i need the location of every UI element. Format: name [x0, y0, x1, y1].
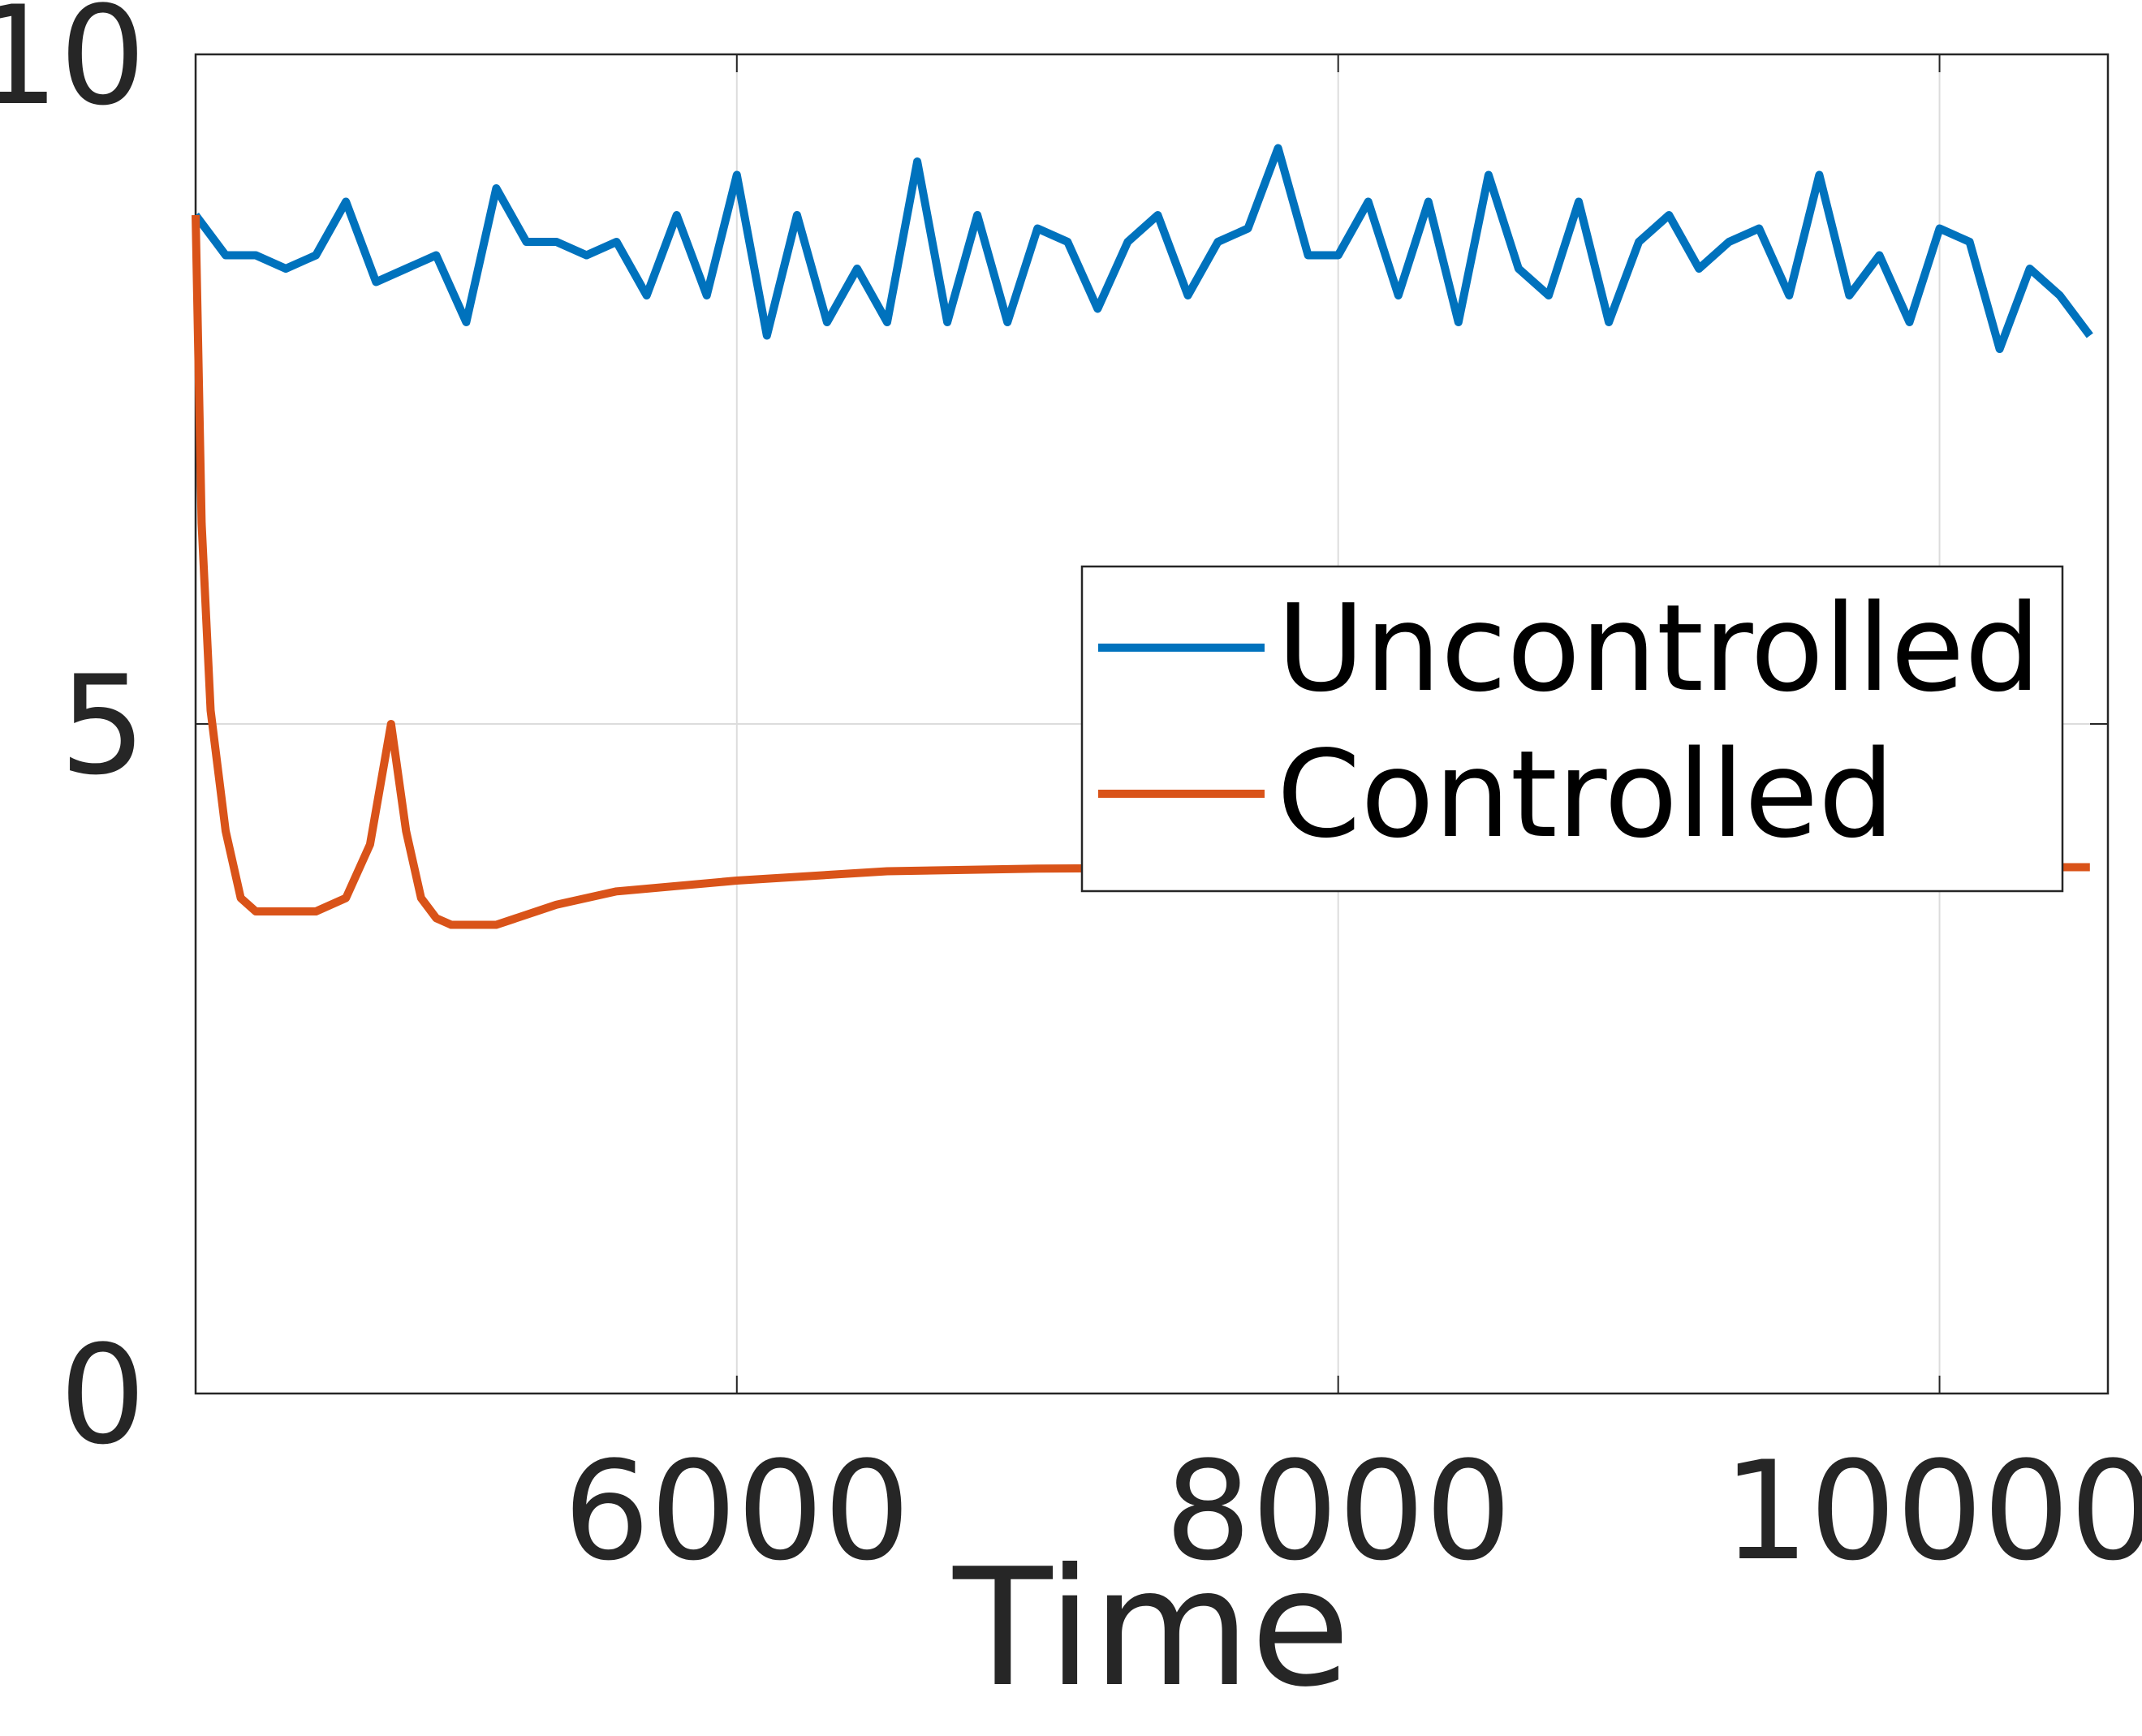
- x-axis-label: Time: [952, 1534, 1350, 1723]
- y-tick-label: 10: [0, 0, 146, 136]
- x-tick-label: 8000: [1165, 1432, 1512, 1591]
- x-tick-label: 6000: [563, 1432, 911, 1591]
- legend-box: [1080, 565, 2064, 893]
- series-line: [192, 214, 2090, 929]
- x-tick-label: 10000: [1722, 1432, 2142, 1591]
- legend-label: Controlled: [1277, 725, 1894, 864]
- plot-frame: [194, 53, 2110, 1395]
- series-line: [192, 144, 2093, 353]
- y-tick-label: 0: [59, 1316, 146, 1475]
- legend-label: Uncontrolled: [1277, 579, 2041, 718]
- y-tick-label: 5: [59, 646, 146, 805]
